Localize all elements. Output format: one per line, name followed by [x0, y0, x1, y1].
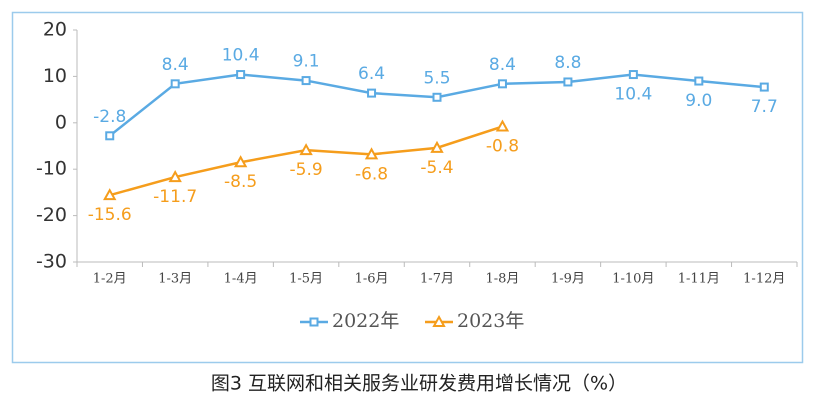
- y-tick-label: 0: [55, 111, 67, 133]
- data-label: 7.7: [751, 97, 778, 117]
- point: [432, 314, 446, 327]
- data-label: 9.1: [293, 52, 320, 72]
- point: [364, 147, 379, 160]
- data-label: 8.4: [162, 55, 189, 75]
- data-label: 5.5: [423, 68, 450, 88]
- data-label: -5.4: [420, 158, 453, 178]
- data-label: 8.4: [489, 55, 516, 75]
- data-label: 8.8: [554, 53, 581, 73]
- x-tick-label: 1-4月: [224, 272, 258, 287]
- data-label: -6.8: [355, 164, 388, 184]
- x-tick-label: 1-3月: [158, 272, 192, 287]
- point: [694, 76, 704, 86]
- point: [103, 188, 117, 201]
- point: [628, 70, 638, 80]
- chart-frame: [11, 11, 804, 364]
- data-label: -11.7: [153, 187, 197, 207]
- data-label: 6.4: [358, 64, 385, 84]
- x-tick-label: 1-7月: [420, 272, 454, 287]
- data-label: 10.4: [222, 46, 260, 66]
- point: [759, 82, 769, 92]
- point: [236, 70, 246, 80]
- data-label: -5.9: [290, 160, 323, 180]
- point: [432, 92, 442, 102]
- x-tick-label: 1-9月: [551, 272, 585, 287]
- point: [299, 143, 313, 156]
- y-tick-label: -30: [36, 251, 67, 273]
- point: [233, 155, 248, 168]
- point: [168, 170, 182, 183]
- legend-label: 2023年: [457, 310, 524, 332]
- data-label: 10.4: [614, 85, 652, 105]
- point: [430, 140, 444, 153]
- y-tick-label: 10: [43, 65, 67, 87]
- data-label: -2.8: [93, 107, 126, 127]
- point: [497, 79, 507, 89]
- y-tick-label: -20: [36, 204, 67, 226]
- x-tick-label: 1-10月: [612, 272, 654, 287]
- y-tick-label: -10: [36, 158, 67, 180]
- point: [105, 131, 115, 141]
- x-tick-label: 1-8月: [485, 272, 519, 287]
- point: [301, 76, 311, 86]
- point: [495, 119, 510, 132]
- x-tick-label: 1-6月: [355, 272, 389, 287]
- point: [309, 317, 319, 327]
- point: [563, 77, 573, 87]
- y-tick-label: 20: [43, 19, 67, 41]
- data-label: -0.8: [486, 137, 519, 157]
- x-tick-label: 1-2月: [93, 272, 127, 287]
- data-label: -8.5: [224, 172, 257, 192]
- chart-title: 图3 互联网和相关服务业研发费用增长情况（%）: [211, 373, 627, 395]
- point: [170, 79, 180, 89]
- data-label: 9.0: [685, 91, 712, 111]
- data-label: -15.6: [88, 205, 132, 225]
- legend-label: 2022年: [332, 310, 399, 332]
- x-tick-label: 1-12月: [743, 272, 785, 287]
- point: [367, 88, 377, 98]
- x-tick-label: 1-11月: [678, 272, 720, 287]
- x-tick-label: 1-5月: [289, 272, 323, 287]
